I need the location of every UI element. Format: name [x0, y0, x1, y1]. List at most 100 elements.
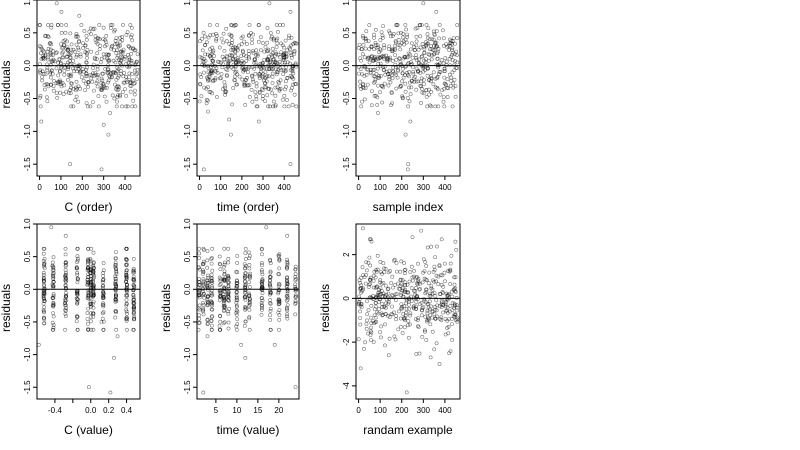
data-point	[416, 61, 421, 66]
data-point	[93, 34, 98, 39]
data-point	[226, 320, 231, 325]
data-point	[235, 322, 240, 327]
data-point	[270, 66, 275, 71]
data-point	[209, 69, 214, 74]
data-point	[46, 57, 50, 62]
data-point	[266, 49, 271, 54]
data-point	[410, 55, 415, 60]
data-point	[54, 50, 59, 55]
data-point	[82, 29, 87, 33]
y-axis-label: residuals	[0, 284, 13, 332]
data-point	[442, 104, 447, 109]
data-point	[66, 77, 70, 82]
data-point	[277, 257, 282, 262]
data-point	[357, 301, 362, 306]
data-point	[281, 97, 285, 102]
data-point	[453, 275, 458, 280]
data-point	[113, 274, 118, 279]
data-point	[201, 261, 206, 266]
data-point	[392, 257, 397, 262]
data-point	[420, 308, 425, 313]
data-point	[285, 60, 290, 65]
data-point	[445, 77, 450, 82]
data-point	[406, 104, 411, 109]
data-point	[128, 89, 133, 94]
data-point	[389, 73, 394, 78]
data-point	[428, 355, 433, 360]
x-tick-label: -0.4	[48, 406, 62, 415]
data-point	[390, 47, 395, 52]
data-point	[72, 63, 77, 68]
data-point	[83, 88, 88, 93]
data-point	[358, 366, 363, 371]
data-point	[91, 311, 96, 316]
data-point	[433, 294, 438, 299]
data-point	[75, 280, 80, 285]
y-tick-label: -2	[342, 338, 351, 346]
data-point	[362, 55, 367, 60]
data-point	[85, 48, 90, 52]
data-point	[432, 33, 437, 38]
data-point	[88, 257, 93, 261]
data-point	[124, 270, 129, 275]
data-point	[276, 302, 281, 307]
data-point	[125, 311, 129, 316]
data-point	[450, 337, 455, 342]
data-point	[373, 41, 378, 45]
data-point	[288, 9, 293, 14]
data-point	[197, 327, 201, 332]
data-point	[64, 63, 69, 68]
data-point	[110, 93, 115, 98]
data-point	[451, 81, 456, 86]
data-point	[275, 70, 280, 75]
data-point	[380, 84, 385, 89]
data-point	[408, 270, 413, 274]
data-point	[405, 96, 410, 100]
data-point	[293, 299, 298, 303]
data-point	[106, 53, 111, 57]
data-point	[247, 298, 252, 303]
data-point	[259, 252, 264, 257]
data-point	[201, 286, 206, 291]
data-point	[268, 290, 273, 295]
data-point	[425, 73, 430, 78]
data-point	[263, 99, 268, 104]
data-point	[373, 43, 378, 47]
data-point	[63, 273, 68, 278]
data-point	[67, 74, 72, 78]
data-point	[424, 264, 429, 268]
data-point	[73, 98, 78, 102]
data-point	[291, 71, 296, 76]
data-point	[408, 60, 413, 65]
data-point	[88, 283, 93, 288]
data-point	[234, 297, 239, 302]
data-point	[442, 81, 447, 86]
data-point	[424, 95, 429, 99]
data-point	[439, 58, 444, 63]
data-point	[114, 310, 119, 315]
data-point	[414, 300, 419, 304]
data-point	[63, 30, 68, 35]
data-point	[359, 289, 364, 294]
data-point	[99, 167, 104, 172]
data-point	[118, 39, 123, 44]
data-point	[221, 305, 226, 310]
data-point	[90, 276, 95, 281]
data-point	[256, 72, 261, 77]
data-point	[222, 262, 227, 267]
data-point	[421, 91, 426, 96]
data-point	[269, 36, 274, 41]
data-point	[47, 41, 52, 46]
data-point	[425, 315, 430, 320]
data-point	[224, 54, 229, 59]
data-point	[359, 275, 364, 280]
data-point	[371, 278, 376, 283]
data-point	[58, 90, 63, 95]
x-tick-label: 5	[214, 406, 219, 415]
data-point	[431, 52, 436, 57]
data-point	[51, 303, 56, 307]
data-point	[430, 37, 435, 42]
data-point	[282, 87, 287, 92]
data-point	[405, 71, 410, 75]
data-point	[124, 273, 129, 278]
